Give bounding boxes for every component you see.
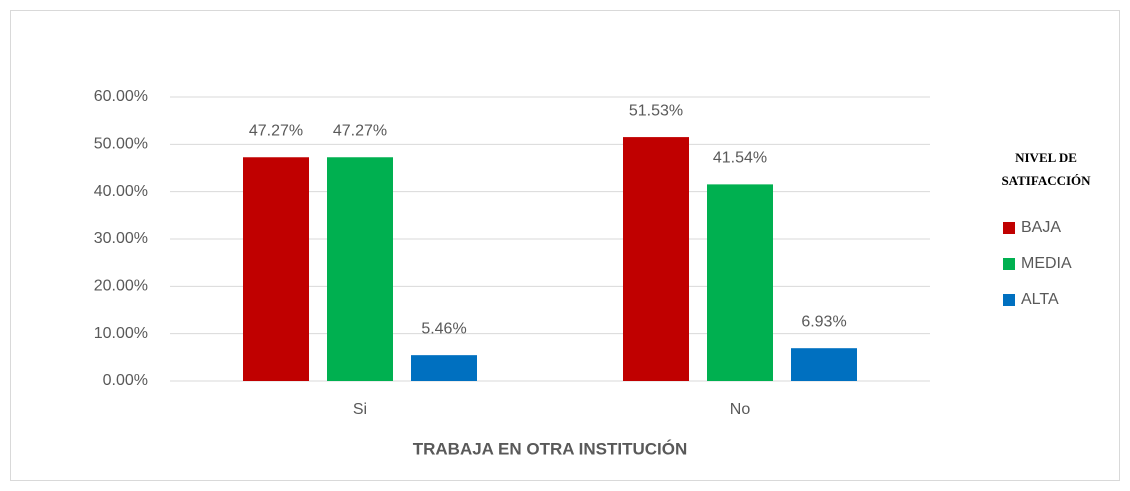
value-label: 41.54% xyxy=(713,150,767,167)
bar xyxy=(243,157,309,381)
value-label: 47.27% xyxy=(333,122,387,139)
bar xyxy=(623,137,689,381)
y-tick-label: 50.00% xyxy=(94,136,148,153)
legend-label: MEDIA xyxy=(1021,255,1072,272)
bar xyxy=(791,348,857,381)
legend-swatch xyxy=(1003,222,1015,234)
x-axis-title: TRABAJA EN OTRA INSTITUCIÓN xyxy=(413,439,688,458)
value-label: 6.93% xyxy=(801,313,846,330)
y-tick-label: 30.00% xyxy=(94,230,148,247)
x-tick-label: Si xyxy=(353,401,367,418)
legend-label: ALTA xyxy=(1021,291,1059,308)
y-tick-label: 10.00% xyxy=(94,325,148,342)
y-tick-label: 0.00% xyxy=(103,372,148,389)
legend-swatch xyxy=(1003,258,1015,270)
value-label: 5.46% xyxy=(421,320,466,337)
bar xyxy=(411,355,477,381)
legend-label: BAJA xyxy=(1021,219,1061,236)
bar xyxy=(707,184,773,381)
chart-border xyxy=(10,10,1120,481)
x-tick-label: No xyxy=(730,401,751,418)
legend-title: NIVEL DE SATIFACCIÓN xyxy=(1001,150,1091,188)
y-tick-label: 40.00% xyxy=(94,183,148,200)
bar xyxy=(327,157,393,381)
value-label: 47.27% xyxy=(249,122,303,139)
legend-swatch xyxy=(1003,294,1015,306)
y-tick-label: 20.00% xyxy=(94,278,148,295)
y-tick-label: 60.00% xyxy=(94,88,148,105)
value-label: 51.53% xyxy=(629,102,683,119)
